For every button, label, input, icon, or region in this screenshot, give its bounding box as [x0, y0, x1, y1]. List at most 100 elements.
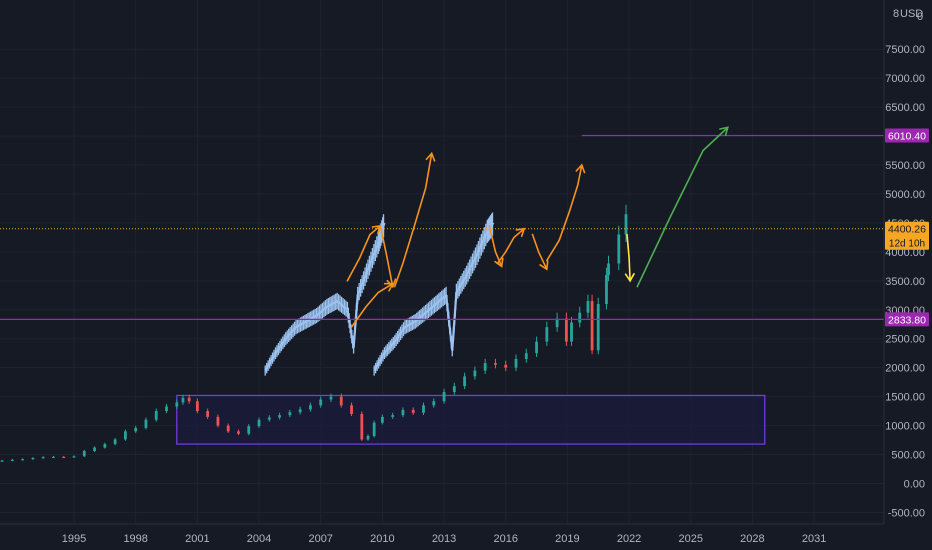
candle: [247, 426, 251, 434]
candle: [329, 396, 333, 400]
y-tick-label: -500.00: [888, 507, 925, 519]
candle: [103, 444, 107, 448]
time-axis[interactable]: 1995 1998 2001 2004 2007 2010 2013 2016 2019 2022…: [62, 533, 827, 545]
candle: [366, 435, 370, 440]
candle: [216, 416, 220, 426]
candle: [181, 397, 185, 403]
candle: [62, 456, 66, 459]
x-tick-label: 2025: [679, 533, 703, 545]
range-box: [176, 394, 766, 445]
candle: [411, 409, 415, 413]
price-badge: [885, 221, 929, 250]
candle: [113, 439, 117, 445]
candle: [360, 413, 364, 440]
range-box-layer: [176, 394, 766, 445]
y-tick-label: 0.00: [904, 478, 925, 490]
candle: [0, 460, 4, 462]
candle: [206, 411, 210, 417]
candle: [570, 322, 573, 342]
candle: [195, 401, 199, 412]
candle: [154, 411, 158, 420]
candle: [124, 431, 127, 440]
candle: [586, 301, 590, 313]
candle: [134, 427, 138, 432]
candle: [288, 412, 292, 416]
menu-icon[interactable]: 8: [893, 8, 899, 20]
candle: [617, 234, 621, 264]
candle: [82, 451, 86, 457]
candle: [380, 416, 384, 423]
orange-arrow-head: [515, 227, 526, 238]
currency-label[interactable]: USD: [900, 8, 923, 20]
candle: [165, 406, 168, 412]
candle: [473, 370, 477, 377]
y-tick-label: 500.00: [891, 450, 925, 462]
candle: [226, 425, 230, 432]
x-tick-label: 1998: [123, 533, 147, 545]
candle: [535, 341, 538, 354]
green-arrow-line: [636, 126, 729, 288]
candle: [596, 303, 600, 351]
candle: [41, 457, 45, 459]
x-tick-label: 2022: [617, 533, 641, 545]
candle: [442, 391, 446, 402]
candle: [350, 405, 353, 414]
y-tick-label: 5000.00: [885, 189, 925, 201]
y-tick-label: 1500.00: [885, 392, 925, 404]
orange-arrow-line: [393, 152, 433, 288]
candle: [257, 419, 261, 427]
y-tick-label: 2000.00: [885, 363, 925, 375]
candle: [391, 415, 395, 417]
candle: [607, 263, 610, 276]
candle: [422, 405, 425, 413]
orange-arrow-line: [346, 225, 382, 282]
orange-arrow-line: [379, 225, 394, 288]
countdown-label: 12d 10h: [889, 239, 925, 250]
candle: [545, 327, 549, 342]
y-tick-label: 5500.00: [885, 160, 925, 172]
orange-arrow-head: [383, 282, 395, 292]
candle: [624, 214, 628, 235]
x-tick-label: 1995: [62, 533, 86, 545]
price-badge: [885, 312, 929, 327]
candle: [93, 447, 96, 452]
y-tick-label: 6500.00: [885, 102, 925, 114]
y-tick-label: 7500.00: [885, 44, 925, 56]
candle: [309, 405, 312, 410]
orange-arrow-head: [425, 151, 436, 162]
candle: [590, 301, 594, 351]
candle: [401, 409, 405, 416]
candle: [578, 312, 582, 323]
scale-icon[interactable]: 0: [917, 11, 923, 23]
green-arrow-head: [719, 126, 729, 136]
x-tick-label: 2007: [308, 533, 332, 545]
candle: [432, 401, 436, 406]
candle: [72, 456, 76, 458]
price-badge-label: 4400.26: [888, 224, 926, 236]
orange-arrow-line: [531, 233, 548, 270]
candle: [175, 402, 179, 407]
candle: [605, 275, 608, 304]
candle: [237, 431, 240, 434]
candle: [298, 409, 302, 413]
y-tick-label: 2500.00: [885, 334, 925, 346]
candle: [267, 417, 271, 420]
yellow-arrow-line: [626, 233, 631, 282]
candle: [564, 318, 568, 342]
y-tick-label: 7000.00: [885, 73, 925, 85]
candle: [21, 459, 25, 461]
candle: [144, 419, 148, 428]
candle: [187, 397, 191, 402]
candle: [278, 415, 281, 418]
price-badge: [885, 128, 929, 143]
candle: [555, 318, 559, 328]
candle: [339, 396, 343, 406]
x-tick-label: 2004: [247, 533, 271, 545]
candle: [494, 363, 497, 365]
drawn-arrows: [346, 126, 729, 328]
candle: [52, 456, 55, 459]
candle: [514, 358, 518, 368]
orange-arrow-line: [496, 227, 525, 265]
candle: [319, 399, 323, 406]
